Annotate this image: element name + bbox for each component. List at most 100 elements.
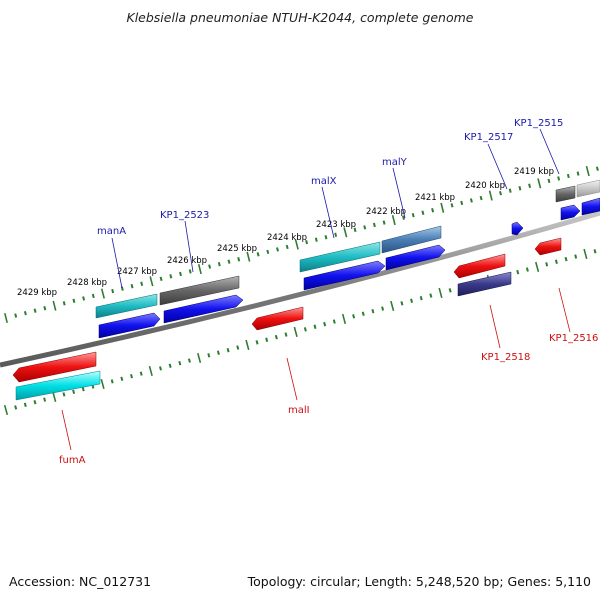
minor-tick — [574, 254, 578, 259]
gene-reverse-cds[interactable] — [15, 370, 101, 401]
gene-KP1_2523[interactable] — [159, 275, 240, 306]
major-tick — [294, 239, 299, 250]
gene-reverse-cds[interactable] — [453, 253, 506, 279]
minor-tick — [361, 311, 365, 316]
gene-label-manA[interactable]: manA — [97, 226, 126, 237]
gene-malX[interactable] — [299, 241, 381, 273]
minor-tick — [110, 379, 114, 384]
minor-tick — [499, 190, 502, 196]
minor-tick — [371, 308, 375, 314]
gene-label-fumA[interactable]: fumA — [59, 455, 86, 466]
minor-tick — [332, 319, 336, 324]
scale-label: 2429 kbp — [17, 288, 57, 298]
gene-malY[interactable] — [381, 225, 442, 254]
minor-tick — [72, 298, 76, 304]
forward-strand-genes — [95, 179, 600, 339]
gene-label-KP1_2516[interactable]: KP1_2516 — [549, 333, 598, 344]
minor-tick — [363, 225, 367, 230]
scale-labels: 2429 kbp 2428 kbp 2427 kbp 2426 kbp 2425… — [17, 167, 554, 298]
minor-tick — [227, 259, 231, 264]
scale-label: 2428 kbp — [67, 278, 107, 288]
major-tick — [246, 251, 251, 262]
major-tick — [537, 178, 542, 189]
minor-tick — [284, 332, 288, 337]
minor-tick — [256, 252, 260, 257]
gene-forward-cds[interactable] — [303, 260, 386, 291]
major-tick — [488, 190, 493, 201]
gene-KP1_2518[interactable] — [457, 271, 512, 297]
minor-tick — [276, 247, 279, 252]
major-tick — [440, 202, 445, 213]
minor-tick — [274, 334, 278, 340]
minor-tick — [545, 262, 549, 267]
major-tick — [100, 288, 105, 299]
scale-label: 2419 kbp — [514, 167, 554, 177]
gene-forward-cds[interactable] — [581, 197, 600, 216]
minor-tick — [14, 405, 18, 410]
gene-manA[interactable] — [95, 293, 158, 319]
major-tick — [52, 391, 57, 403]
minor-tick — [381, 306, 385, 311]
gene-forward-cds[interactable] — [163, 294, 244, 324]
minor-tick — [595, 166, 599, 171]
minor-tick — [72, 389, 76, 394]
major-tick — [535, 261, 540, 273]
minor-tick — [208, 264, 212, 269]
minor-tick — [450, 203, 454, 208]
major-tick — [52, 300, 57, 311]
scale-label: 2425 kbp — [217, 244, 257, 254]
minor-tick — [255, 340, 259, 345]
minor-tick — [265, 337, 269, 342]
gene-leader-lines — [61, 128, 571, 451]
minor-tick — [207, 353, 211, 358]
gene-label-malY[interactable]: malY — [382, 157, 408, 168]
minor-tick — [120, 376, 124, 381]
gene-malI[interactable] — [251, 306, 304, 331]
major-tick — [438, 287, 443, 299]
major-tick — [343, 227, 348, 238]
gene-label-KP1_2517[interactable]: KP1_2517 — [464, 132, 513, 143]
minor-tick — [62, 301, 66, 306]
minor-tick — [448, 288, 452, 293]
gene-forward-cds[interactable] — [385, 244, 446, 271]
gene-label-malX[interactable]: malX — [311, 176, 337, 187]
minor-tick — [431, 208, 435, 213]
minor-tick — [324, 235, 328, 240]
minor-tick — [525, 267, 529, 272]
scale-label: 2421 kbp — [415, 193, 455, 203]
minor-tick — [352, 314, 356, 319]
minor-tick — [81, 387, 85, 392]
gene-fumA[interactable] — [12, 351, 97, 383]
gene-KP1_2516[interactable] — [534, 237, 562, 256]
minor-tick — [528, 183, 532, 188]
minor-tick — [400, 301, 404, 306]
minor-tick — [516, 269, 520, 275]
gene-forward-cds[interactable] — [576, 179, 600, 198]
major-tick — [293, 326, 298, 338]
minor-tick — [14, 313, 18, 318]
minor-tick — [237, 257, 241, 262]
gene-forward-cds[interactable] — [98, 312, 161, 339]
major-tick — [100, 378, 105, 390]
gene-label-KP1_2515[interactable]: KP1_2515 — [514, 118, 563, 129]
reverse-gene-labels: fumA malI KP1_2518 KP1_2516 — [59, 333, 598, 466]
gene-label-KP1_2518[interactable]: KP1_2518 — [481, 352, 530, 363]
minor-tick — [323, 321, 327, 327]
minor-tick — [62, 392, 66, 397]
gene-label-malI[interactable]: malI — [288, 405, 310, 416]
gene-forward-cds[interactable] — [560, 204, 581, 221]
major-tick — [4, 313, 8, 323]
minor-tick — [566, 173, 570, 179]
minor-tick — [411, 212, 415, 218]
scale-label: 2426 kbp — [167, 256, 207, 266]
minor-tick — [266, 249, 270, 255]
minor-tick — [236, 345, 240, 350]
minor-tick — [508, 188, 512, 193]
minor-tick — [169, 274, 173, 279]
minor-tick — [518, 186, 522, 191]
gene-KP1_2515[interactable] — [555, 185, 576, 203]
gene-label-KP1_2523[interactable]: KP1_2523 — [160, 210, 209, 221]
gene-KP1_2517[interactable] — [511, 221, 524, 236]
minor-tick — [159, 276, 163, 282]
